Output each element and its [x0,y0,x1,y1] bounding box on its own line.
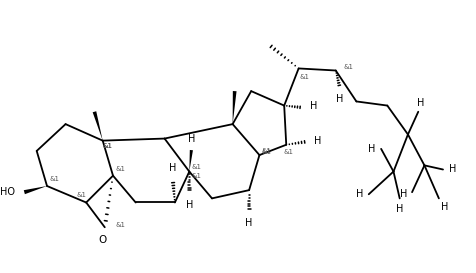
Text: H: H [368,144,376,154]
Text: H: H [356,189,363,199]
Polygon shape [233,91,237,124]
Text: &1: &1 [116,222,126,228]
Text: &1: &1 [192,173,202,179]
Text: &1: &1 [262,148,272,154]
Text: H: H [396,204,403,214]
Text: &1: &1 [262,149,272,155]
Text: &1: &1 [50,176,60,182]
Text: &1: &1 [76,192,86,198]
Text: H: H [314,136,322,146]
Text: O: O [98,235,107,245]
Polygon shape [189,150,193,171]
Text: &1: &1 [103,143,113,149]
Text: H: H [416,99,424,108]
Text: &1: &1 [192,164,202,170]
Text: H: H [310,100,317,111]
Text: H: H [449,165,456,174]
Text: H: H [188,133,195,144]
Text: &1: &1 [300,74,310,80]
Text: H: H [336,94,344,105]
Text: &1: &1 [116,167,126,173]
Text: &1: &1 [103,143,113,149]
Text: HO: HO [0,187,15,197]
Text: &1: &1 [283,149,293,155]
Text: H: H [441,202,448,212]
Polygon shape [93,111,103,141]
Text: &1: &1 [343,64,353,70]
Text: H: H [186,200,193,210]
Text: H: H [246,218,253,228]
Polygon shape [24,186,47,194]
Text: H: H [169,163,177,173]
Text: H: H [400,189,407,199]
